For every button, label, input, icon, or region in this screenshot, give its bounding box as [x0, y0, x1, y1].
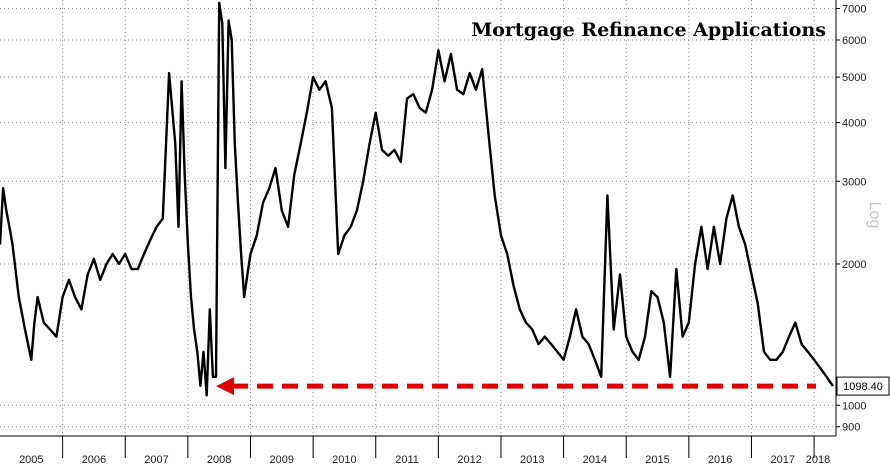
x-tick-label: 2014: [583, 454, 607, 466]
x-tick-label: 2016: [708, 454, 732, 466]
y-tick-label: 4000: [842, 118, 866, 130]
series-line: [0, 1, 834, 397]
y-tick-label: 7000: [842, 4, 866, 16]
horizontal-gridlines: [0, 8, 836, 428]
y-axis: 900 1000 2000 3000 4000 5000 6000 7000: [836, 4, 866, 434]
y-tick-label: 2000: [842, 259, 866, 271]
y-tick-label: 5000: [842, 72, 866, 84]
red-dashed-arrow: [216, 377, 816, 396]
last-value-label: 1098.40: [843, 381, 883, 393]
vertical-gridlines: [62, 0, 815, 436]
x-tick-label: 2005: [19, 454, 43, 466]
x-tick-label: 2018: [806, 454, 830, 466]
last-value-box: 1098.40: [836, 376, 890, 396]
last-value-box-border: [836, 376, 890, 396]
chart-title: Mortgage Refinance Applications: [471, 19, 826, 41]
x-tick-label: 2006: [82, 454, 106, 466]
y-tick-label: 3000: [842, 176, 866, 188]
x-tick-label: 2013: [520, 454, 544, 466]
arrow-head: [216, 377, 235, 396]
x-tick-label: 2007: [144, 454, 168, 466]
log-scale-label: Log: [866, 202, 883, 229]
x-tick-label: 2008: [207, 454, 231, 466]
y-tick-label: 900: [842, 422, 860, 434]
y-tick-label: 6000: [842, 35, 866, 47]
x-tick-label: 2009: [270, 454, 294, 466]
x-tick-label: 2017: [771, 454, 795, 466]
x-tick-label: 2012: [457, 454, 481, 466]
x-tick-label: 2011: [395, 454, 419, 466]
y-tick-label: 1000: [842, 400, 866, 412]
x-tick-label: 2015: [645, 454, 669, 466]
x-tick-label: 2010: [332, 454, 356, 466]
x-axis: 2005 2006 2007 2008 2009 2010 2011 2012 2013 2014…: [19, 436, 830, 466]
